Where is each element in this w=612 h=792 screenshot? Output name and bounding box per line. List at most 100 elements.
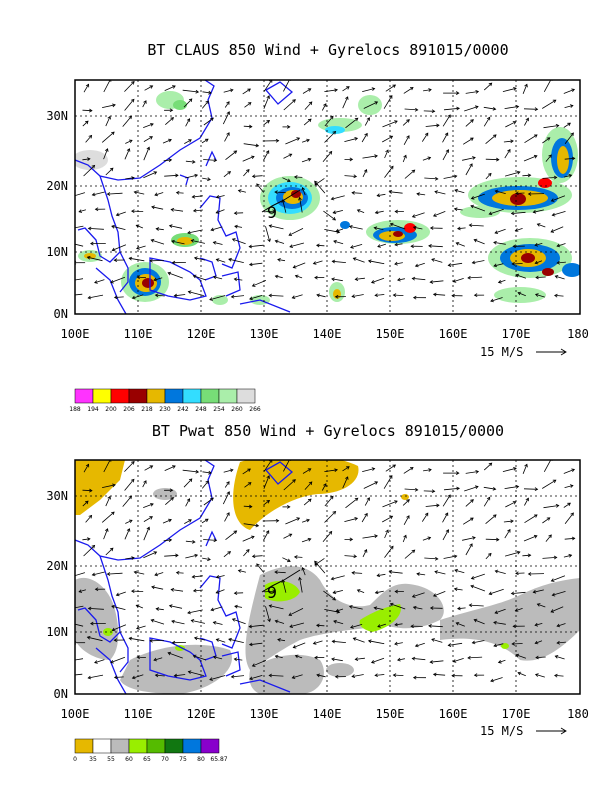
panel-title: BT Pwat 850 Wind + Gyrelocs 891015/0000 xyxy=(152,422,504,440)
wind-vector-head xyxy=(204,518,209,523)
wind-vector xyxy=(313,260,323,265)
wind-vector-head xyxy=(233,277,238,282)
x-tick: 160E xyxy=(439,707,468,721)
wind-vector xyxy=(324,511,336,523)
wind-vector xyxy=(75,623,84,627)
wind-vector-head xyxy=(131,81,135,85)
wind-vector-head xyxy=(131,209,135,214)
wind-vector-head xyxy=(427,156,432,161)
wind-vector-head xyxy=(210,117,214,122)
wind-vector-head xyxy=(146,526,150,531)
wind-vector xyxy=(504,171,521,177)
wind-vector xyxy=(485,553,492,560)
wind-vector xyxy=(524,498,529,506)
wind-vector-head xyxy=(215,195,220,199)
wind-vector xyxy=(554,675,564,677)
wind-vector xyxy=(462,537,476,541)
wind-vector-head xyxy=(172,85,176,89)
wind-vector xyxy=(182,89,199,93)
x-tick: 140E xyxy=(313,707,342,721)
wind-vector xyxy=(156,608,164,611)
wind-vector xyxy=(483,497,491,507)
wind-vector-head xyxy=(331,259,336,264)
wind-vector-head xyxy=(110,279,114,284)
colorbar-label: 242 xyxy=(177,406,189,413)
wind-vector-head xyxy=(187,670,192,674)
wind-vector-head xyxy=(394,589,399,594)
wind-vector xyxy=(443,107,460,111)
wind-vector-head xyxy=(471,260,476,265)
wind-vector-head xyxy=(314,560,318,565)
wind-vector-head xyxy=(306,518,310,523)
wind-vector xyxy=(493,622,506,625)
wind-vector xyxy=(323,590,336,601)
x-tick: 110E xyxy=(124,707,153,721)
wind-vector-head xyxy=(130,98,135,103)
wind-vector-head xyxy=(226,491,230,495)
wind-vector-head xyxy=(533,534,538,539)
wind-vector xyxy=(424,177,438,180)
wind-vector xyxy=(225,150,237,161)
wind-vector xyxy=(564,485,573,488)
wind-vector xyxy=(385,84,396,92)
wind-vector-head xyxy=(107,80,112,82)
wind-vector-head xyxy=(366,117,370,121)
wind-vector-head xyxy=(86,255,91,260)
wind-vector xyxy=(504,551,521,557)
wind-vector xyxy=(470,205,486,212)
wind-vector xyxy=(332,640,346,643)
wind-vector-head xyxy=(71,195,74,198)
wind-vector-head xyxy=(192,654,197,659)
wind-vector-head xyxy=(187,230,191,235)
wind-vector-head xyxy=(170,207,175,212)
wind-vector-head xyxy=(411,656,416,661)
wind-vector xyxy=(176,192,184,194)
wind-vector-head xyxy=(150,503,154,507)
wind-vector-head xyxy=(406,515,410,519)
wind-vector xyxy=(151,619,165,625)
wind-vector xyxy=(156,228,164,231)
wind-vector xyxy=(223,551,231,558)
wind-vector-head xyxy=(149,465,154,469)
wind-vector xyxy=(110,276,126,283)
wind-vector xyxy=(556,623,566,627)
wind-vector-head xyxy=(424,132,429,137)
wind-vector-head xyxy=(513,87,517,91)
wind-vector xyxy=(443,175,457,179)
wind-vector xyxy=(105,496,111,507)
wind-vector xyxy=(542,177,557,179)
wind-vector xyxy=(263,120,270,126)
wind-vector-head xyxy=(533,514,538,518)
colorbar-swatch xyxy=(182,388,202,404)
wind-vector xyxy=(464,486,479,492)
wind-vector-head xyxy=(516,550,521,555)
wind-vector xyxy=(324,495,334,507)
wind-vector-head xyxy=(268,604,273,608)
wind-vector xyxy=(352,572,363,574)
wind-vector xyxy=(454,208,463,211)
wind-vector-head xyxy=(512,624,516,629)
wind-vector-head xyxy=(204,138,209,143)
wind-vector xyxy=(234,658,243,661)
wind-vector xyxy=(462,137,474,145)
wind-vector-head xyxy=(208,470,212,475)
wind-vector xyxy=(377,623,387,628)
wind-vector xyxy=(474,239,485,245)
wind-vector-head xyxy=(556,623,561,628)
wind-vector xyxy=(422,537,431,541)
wind-vector-head xyxy=(149,85,154,89)
wind-vector xyxy=(192,195,203,198)
wind-vector-head xyxy=(256,563,260,568)
wind-vector-head xyxy=(248,124,253,129)
wind-vector xyxy=(442,494,451,507)
wind-vector xyxy=(523,108,538,110)
wind-vector xyxy=(533,589,544,593)
wind-vector xyxy=(397,658,405,661)
wind-vector-head xyxy=(104,528,109,532)
wind-vector-head xyxy=(471,640,476,645)
wind-vector xyxy=(191,240,205,244)
wind-vector-head xyxy=(550,609,555,613)
wind-vector xyxy=(471,193,485,199)
wind-vector xyxy=(283,153,292,159)
wind-vector-head xyxy=(233,150,238,154)
